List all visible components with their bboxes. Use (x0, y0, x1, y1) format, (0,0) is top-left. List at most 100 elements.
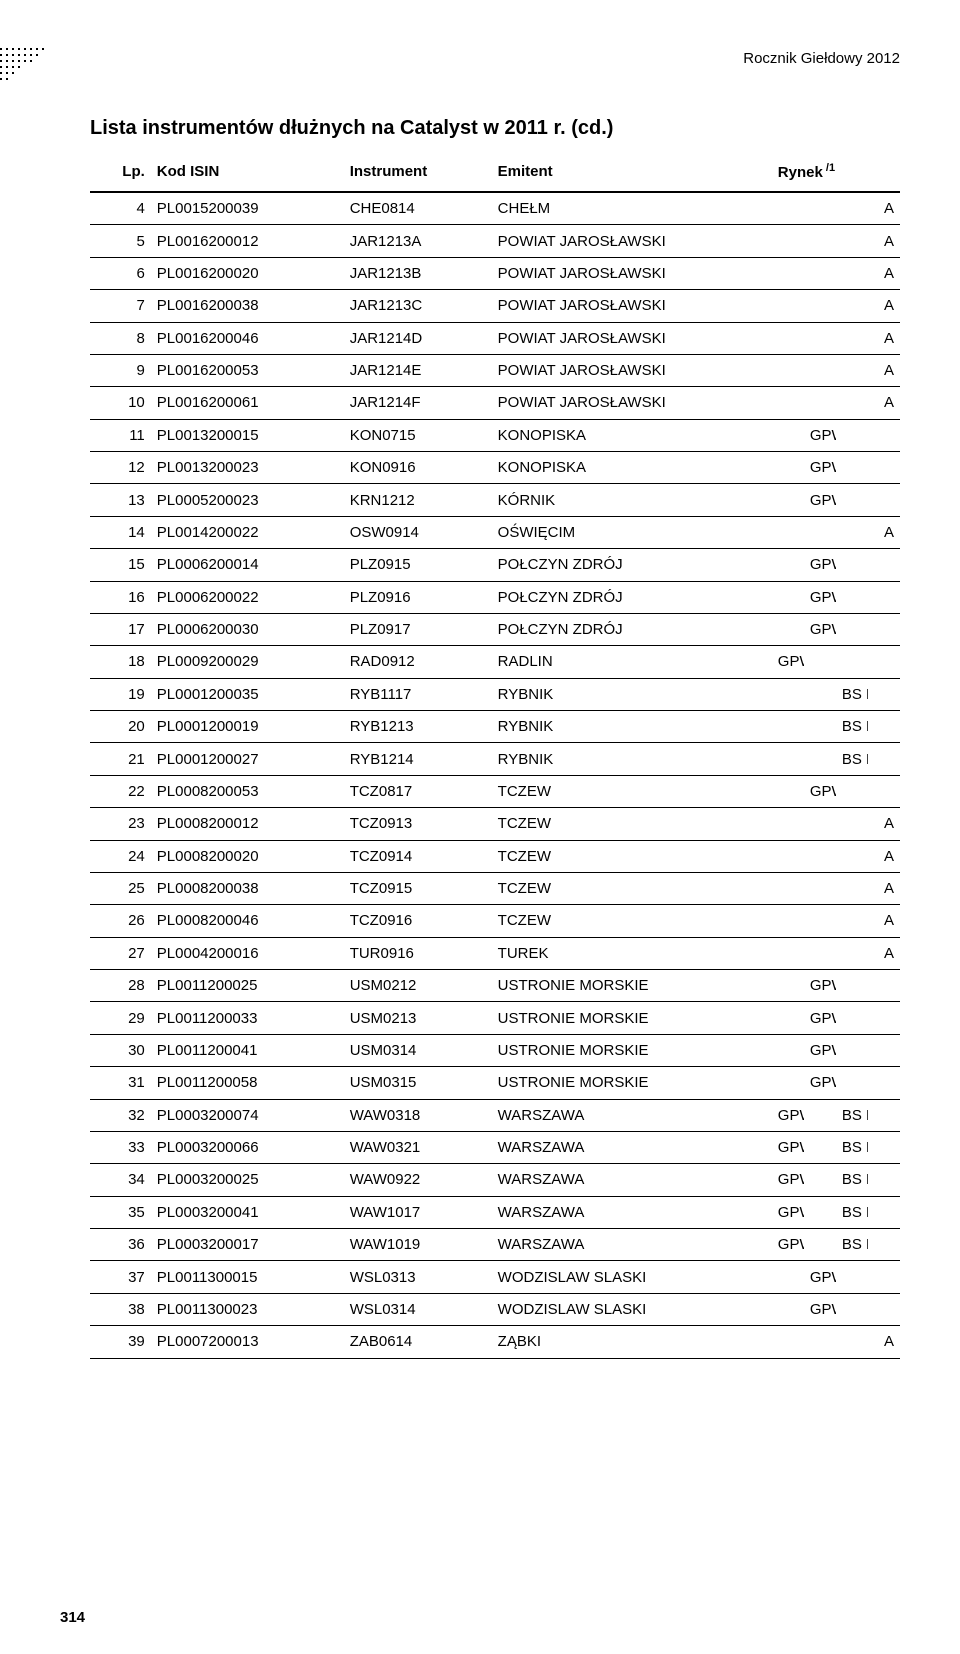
cell-rynek-1 (772, 581, 804, 613)
cell-rynek-2 (804, 1131, 836, 1163)
cell-emitent: KONOPISKA (492, 419, 772, 451)
cell-instrument: KRN1212 (344, 484, 492, 516)
cell-rynek-2: GPW ASO (804, 1067, 836, 1099)
cell-isin: PL0011200025 (151, 970, 344, 1002)
table-row: 19PL0001200035RYB1117RYBNIKBS RR (90, 678, 900, 710)
cell-emitent: POWIAT JAROSŁAWSKI (492, 225, 772, 257)
cell-emitent: USTRONIE MORSKIE (492, 1067, 772, 1099)
cell-rynek-4 (868, 970, 900, 1002)
cell-instrument: WAW0321 (344, 1131, 492, 1163)
cell-rynek-1 (772, 711, 804, 743)
cell-instrument: USM0213 (344, 1002, 492, 1034)
table-row: 25PL0008200038TCZ0915TCZEWA (90, 872, 900, 904)
cell-rynek-4 (868, 549, 900, 581)
cell-rynek-4 (868, 419, 900, 451)
cell-emitent: USTRONIE MORSKIE (492, 1002, 772, 1034)
cell-lp: 16 (90, 581, 151, 613)
cell-isin: PL0008200046 (151, 905, 344, 937)
table-row: 34PL0003200025WAW0922WARSZAWAGPW RRBS RR (90, 1164, 900, 1196)
cell-instrument: RYB1117 (344, 678, 492, 710)
table-row: 37PL0011300015WSL0313WODZISLAW SLASKIGPW… (90, 1261, 900, 1293)
cell-rynek-3: BS RR (836, 1099, 868, 1131)
cell-lp: 20 (90, 711, 151, 743)
cell-lp: 29 (90, 1002, 151, 1034)
cell-rynek-1 (772, 1326, 804, 1358)
cell-instrument: WAW0318 (344, 1099, 492, 1131)
cell-emitent: WODZISLAW SLASKI (492, 1293, 772, 1325)
cell-rynek-2 (804, 1099, 836, 1131)
cell-isin: PL0016200061 (151, 387, 344, 419)
cell-emitent: WARSZAWA (492, 1164, 772, 1196)
cell-rynek-1 (772, 322, 804, 354)
cell-rynek-2 (804, 354, 836, 386)
cell-isin: PL0006200014 (151, 549, 344, 581)
col-header-rynek: Rynek /1 (772, 154, 900, 192)
table-body: 4PL0015200039CHE0814CHEŁMA5PL0016200012J… (90, 192, 900, 1358)
cell-rynek-1 (772, 872, 804, 904)
cell-isin: PL0013200015 (151, 419, 344, 451)
cell-instrument: USM0314 (344, 1034, 492, 1066)
cell-rynek-1: GPW RR (772, 1229, 804, 1261)
cell-emitent: POŁCZYN ZDRÓJ (492, 549, 772, 581)
cell-instrument: USM0315 (344, 1067, 492, 1099)
cell-isin: PL0003200041 (151, 1196, 344, 1228)
table-row: 30PL0011200041USM0314USTRONIE MORSKIEGPW… (90, 1034, 900, 1066)
cell-instrument: JAR1213A (344, 225, 492, 257)
instruments-table: Lp. Kod ISIN Instrument Emitent Rynek /1… (90, 154, 900, 1359)
cell-isin: PL0014200022 (151, 516, 344, 548)
cell-rynek-1 (772, 1261, 804, 1293)
cell-rynek-2 (804, 257, 836, 289)
table-row: 11PL0013200015KON0715KONOPISKAGPW ASO (90, 419, 900, 451)
cell-rynek-4 (868, 1002, 900, 1034)
cell-rynek-3 (836, 1326, 868, 1358)
col-header-emitent: Emitent (492, 154, 772, 192)
cell-rynek-2: GPW ASO (804, 581, 836, 613)
cell-rynek-1 (772, 1034, 804, 1066)
cell-rynek-3 (836, 613, 868, 645)
table-row: 28PL0011200025USM0212USTRONIE MORSKIEGPW… (90, 970, 900, 1002)
cell-rynek-4 (868, 484, 900, 516)
cell-rynek-1 (772, 775, 804, 807)
cell-lp: 28 (90, 970, 151, 1002)
cell-rynek-3 (836, 581, 868, 613)
cell-instrument: WAW1019 (344, 1229, 492, 1261)
cell-isin: PL0003200017 (151, 1229, 344, 1261)
cell-emitent: WARSZAWA (492, 1099, 772, 1131)
col-header-rynek-sup-val: /1 (826, 162, 835, 174)
table-row: 13PL0005200023KRN1212KÓRNIKGPW ASO (90, 484, 900, 516)
cell-rynek-1 (772, 613, 804, 645)
cell-rynek-2 (804, 711, 836, 743)
cell-isin: PL0016200012 (151, 225, 344, 257)
cell-rynek-2 (804, 937, 836, 969)
table-row: 17PL0006200030PLZ0917POŁCZYN ZDRÓJGPW AS… (90, 613, 900, 645)
cell-rynek-1 (772, 1002, 804, 1034)
cell-rynek-4: A (868, 192, 900, 225)
cell-rynek-2 (804, 808, 836, 840)
cell-lp: 11 (90, 419, 151, 451)
cell-rynek-2: GPW ASO (804, 549, 836, 581)
cell-lp: 24 (90, 840, 151, 872)
cell-lp: 36 (90, 1229, 151, 1261)
table-row: 5PL0016200012JAR1213APOWIAT JAROSŁAWSKIA (90, 225, 900, 257)
table-row: 18PL0009200029RAD0912RADLINGPW RR (90, 646, 900, 678)
table-row: 39PL0007200013ZAB0614ZĄBKIA (90, 1326, 900, 1358)
cell-rynek-3: BS RR (836, 1131, 868, 1163)
cell-lp: 21 (90, 743, 151, 775)
cell-rynek-3 (836, 1261, 868, 1293)
cell-rynek-3 (836, 549, 868, 581)
cell-instrument: KON0715 (344, 419, 492, 451)
cell-instrument: USM0212 (344, 970, 492, 1002)
table-row: 24PL0008200020TCZ0914TCZEWA (90, 840, 900, 872)
cell-rynek-3: BS RR (836, 1229, 868, 1261)
cell-isin: PL0011200058 (151, 1067, 344, 1099)
cell-lp: 34 (90, 1164, 151, 1196)
cell-instrument: RAD0912 (344, 646, 492, 678)
cell-rynek-3 (836, 1293, 868, 1325)
table-row: 23PL0008200012TCZ0913TCZEWA (90, 808, 900, 840)
cell-instrument: WSL0313 (344, 1261, 492, 1293)
cell-emitent: TCZEW (492, 872, 772, 904)
cell-rynek-1 (772, 354, 804, 386)
cell-isin: PL0011300023 (151, 1293, 344, 1325)
cell-rynek-2: GPW ASO (804, 1034, 836, 1066)
cell-isin: PL0001200035 (151, 678, 344, 710)
